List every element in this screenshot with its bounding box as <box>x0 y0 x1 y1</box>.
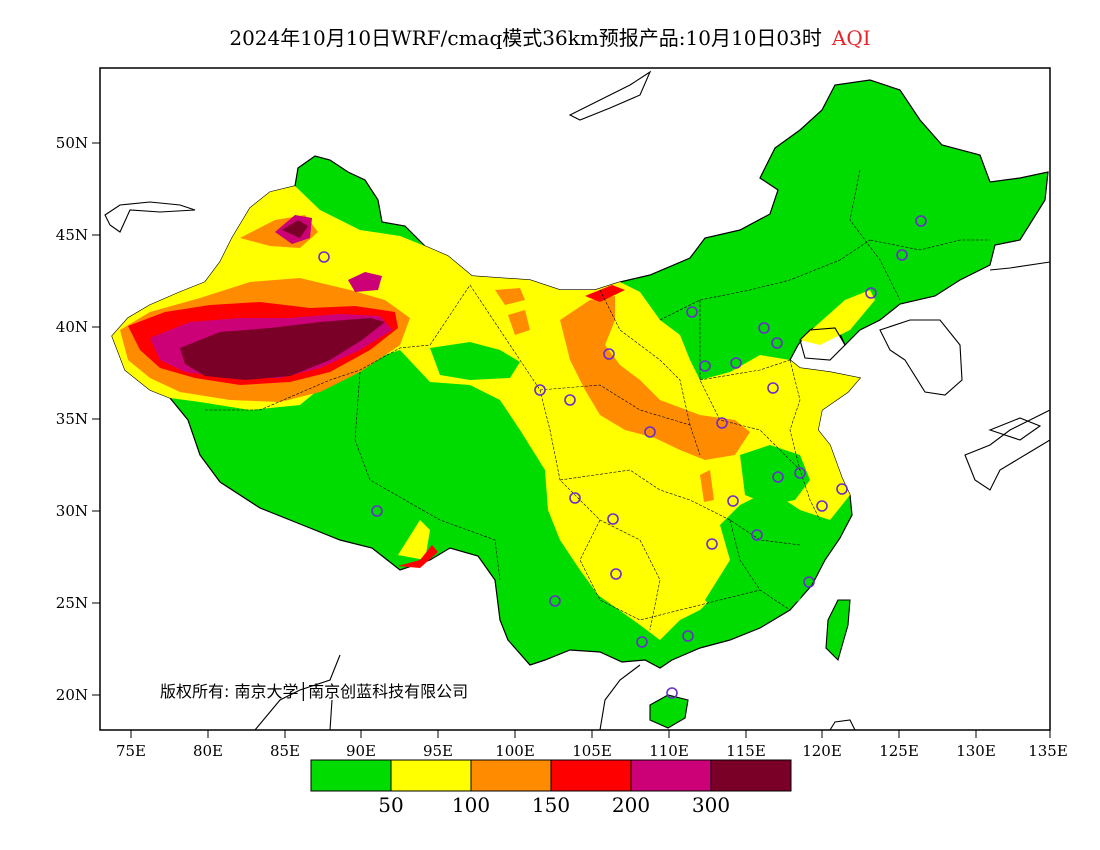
station-marker <box>767 382 779 394</box>
lon-label-125e: 125E <box>879 742 919 760</box>
station-marker <box>534 384 546 396</box>
lon-label-95e: 95E <box>423 742 453 760</box>
station-marker <box>727 495 739 507</box>
station-marker <box>569 492 581 504</box>
lon-label-115e: 115E <box>726 742 766 760</box>
title-main: 2024年10月10日WRF/cmaq模式36km预报产品:10月10日03时 <box>229 26 822 50</box>
latitude-axis: 50N 45N 40N 35N 30N 25N 20N <box>56 134 100 704</box>
station-marker <box>682 630 694 642</box>
lon-label-120e: 120E <box>802 742 842 760</box>
legend-tick-300: 300 <box>692 793 730 817</box>
station-marker <box>758 322 770 334</box>
station-marker <box>686 306 698 318</box>
aqi-orange-hetao <box>495 288 525 305</box>
station-marker <box>771 337 783 349</box>
lon-label-135e: 135E <box>1028 742 1068 760</box>
lat-label-40n: 40N <box>56 318 88 336</box>
station-marker <box>610 568 622 580</box>
aqi-yellow-tibet-patch <box>398 520 430 560</box>
station-marker <box>607 513 619 525</box>
station-marker <box>794 467 806 479</box>
legend-swatch-2 <box>470 759 552 792</box>
station-marker <box>549 595 561 607</box>
legend-swatch-5 <box>710 759 792 792</box>
station-marker <box>636 636 648 648</box>
lon-label-85e: 85E <box>270 742 300 760</box>
station-marker <box>644 426 656 438</box>
station-marker <box>865 287 877 299</box>
station-markers <box>318 215 927 699</box>
station-marker <box>603 348 615 360</box>
station-marker <box>716 417 728 429</box>
map-area <box>104 70 1050 730</box>
aqi-orange-sichuan-spot <box>700 470 714 502</box>
legend-swatch-1 <box>390 759 472 792</box>
station-marker <box>371 505 383 517</box>
lon-label-90e: 90E <box>346 742 376 760</box>
aqi-purple-hami <box>348 272 382 292</box>
longitude-axis: 75E 80E 85E 90E 95E 100E 105E 110E 115E … <box>116 730 1068 760</box>
lat-label-50n: 50N <box>56 134 88 152</box>
station-marker <box>915 215 927 227</box>
legend-tick-150: 150 <box>532 793 570 817</box>
aqi-maroon-tarim <box>180 318 385 380</box>
station-marker <box>666 687 678 699</box>
lon-label-75e: 75E <box>116 742 146 760</box>
aqi-green-qinghai-patch <box>430 342 520 380</box>
aqi-red-tibet-border <box>398 545 438 568</box>
lat-label-25n: 25N <box>56 594 88 612</box>
station-marker <box>836 483 848 495</box>
lon-label-130e: 130E <box>956 742 996 760</box>
legend-colorbar: 50 100 150 200 300 <box>310 759 792 817</box>
station-marker <box>751 529 763 541</box>
copyright-text: 版权所有: 南京大学│南京创蓝科技有限公司 <box>160 681 468 701</box>
station-marker <box>730 357 742 369</box>
aqi-yellow-beijing-strip <box>800 290 875 345</box>
lon-label-80e: 80E <box>193 742 223 760</box>
aqi-green-southeast-patch <box>705 548 810 620</box>
legend-tick-50: 50 <box>378 793 403 817</box>
legend-swatch-0 <box>310 759 392 792</box>
station-marker <box>564 394 576 406</box>
lon-label-105e: 105E <box>572 742 612 760</box>
taiwan-island <box>825 599 851 662</box>
aqi-maroon-junggar <box>282 220 308 238</box>
province-boundaries <box>205 169 990 631</box>
title-variable: AQI <box>831 26 871 50</box>
lat-label-30n: 30N <box>56 502 88 520</box>
station-marker <box>772 471 784 483</box>
page-title: 2024年10月10日WRF/cmaq模式36km预报产品:10月10日03时 A… <box>0 22 1100 51</box>
lon-label-100e: 100E <box>495 742 535 760</box>
neighbour-coastlines <box>104 70 1050 730</box>
station-marker <box>706 538 718 550</box>
lon-label-110e: 110E <box>649 742 689 760</box>
station-marker <box>896 249 908 261</box>
station-marker <box>699 360 711 372</box>
legend-tick-200: 200 <box>612 793 650 817</box>
lat-label-35n: 35N <box>56 410 88 428</box>
lat-label-20n: 20N <box>56 686 88 704</box>
legend-swatch-4 <box>630 759 712 792</box>
station-marker <box>803 576 815 588</box>
lat-label-45n: 45N <box>56 226 88 244</box>
legend-tick-100: 100 <box>452 793 490 817</box>
aqi-red-inner-mongolia <box>585 285 625 302</box>
legend-swatch-3 <box>550 759 632 792</box>
aqi-orange-loess <box>560 296 750 460</box>
aqi-orange-ningxia <box>508 310 530 335</box>
station-marker <box>816 500 828 512</box>
aqi-green-hubei-patch <box>740 445 810 505</box>
station-marker <box>318 251 330 263</box>
